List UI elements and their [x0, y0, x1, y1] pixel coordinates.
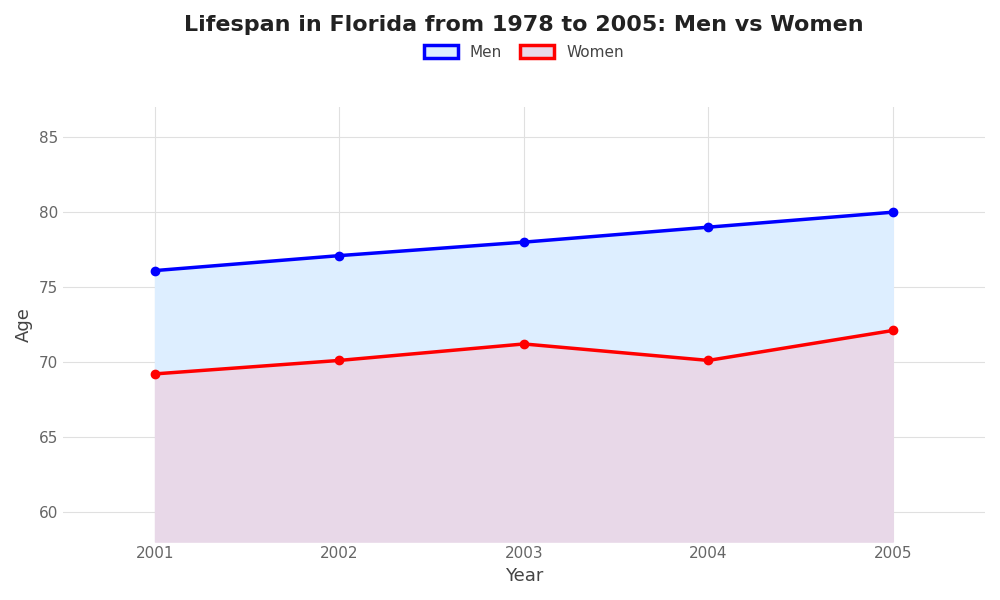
Y-axis label: Age: Age: [15, 307, 33, 342]
Legend: Men, Women: Men, Women: [416, 37, 631, 67]
X-axis label: Year: Year: [505, 567, 543, 585]
Title: Lifespan in Florida from 1978 to 2005: Men vs Women: Lifespan in Florida from 1978 to 2005: M…: [184, 15, 864, 35]
